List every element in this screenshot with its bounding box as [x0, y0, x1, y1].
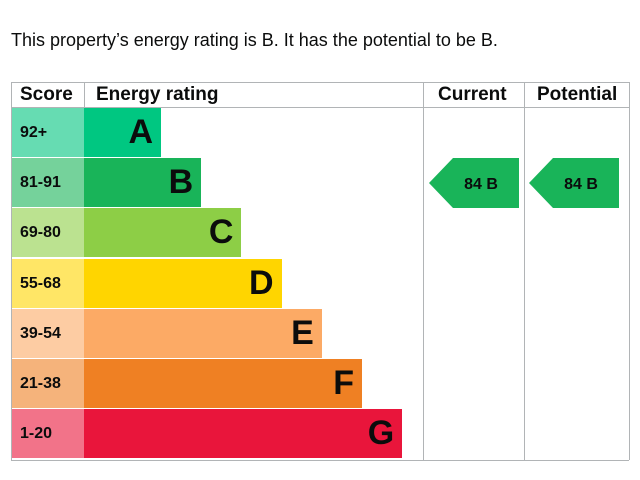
rating-band-a: A	[84, 108, 161, 157]
table-left-border	[11, 82, 12, 460]
rating-letter-g: G	[367, 414, 395, 453]
rating-band-f: F	[84, 359, 362, 408]
rating-summary: This property’s energy rating is B. It h…	[11, 30, 498, 50]
table-top-border	[11, 82, 629, 83]
score-column-divider	[84, 82, 85, 108]
current-column-header: Current	[438, 84, 507, 105]
potential-arrow-label: 84 B	[564, 176, 598, 193]
rating-band-e: E	[84, 308, 322, 358]
potential-rating-arrow: 84 B	[529, 158, 619, 209]
rating-letter-e: E	[291, 313, 314, 352]
score-range-c: 69-80	[12, 208, 84, 258]
header-bottom-border	[11, 107, 629, 108]
current-rating-arrow: 84 B	[429, 158, 519, 209]
score-range-e: 39-54	[12, 308, 84, 358]
energy-rating-column-header: Energy rating	[96, 84, 219, 105]
table-bottom-border	[11, 460, 629, 461]
rating-letter-c: C	[208, 213, 234, 252]
score-range-d: 55-68	[12, 258, 84, 308]
score-range-f: 21-38	[12, 359, 84, 408]
score-range-b: 81-91	[12, 158, 84, 208]
rating-letter-d: D	[249, 263, 274, 302]
rating-band-c: C	[84, 208, 242, 258]
rating-band-g: G	[84, 409, 403, 459]
rating-letter-f: F	[333, 364, 354, 402]
potential-arrow-shape	[529, 158, 619, 209]
score-range-a: 92+	[12, 108, 84, 157]
score-column-header: Score	[20, 84, 73, 105]
rating-letter-b: B	[168, 163, 194, 202]
score-range-g: 1-20	[12, 409, 84, 459]
rating-band-b: B	[84, 158, 202, 208]
current-arrow-shape	[429, 158, 519, 209]
table-right-border	[629, 82, 630, 460]
rating-band-d: D	[84, 258, 282, 308]
current-arrow-label: 84 B	[464, 176, 498, 193]
current-column-divider	[423, 82, 424, 460]
rating-letter-a: A	[128, 113, 153, 151]
potential-column-divider	[524, 82, 525, 460]
potential-column-header: Potential	[537, 84, 618, 105]
